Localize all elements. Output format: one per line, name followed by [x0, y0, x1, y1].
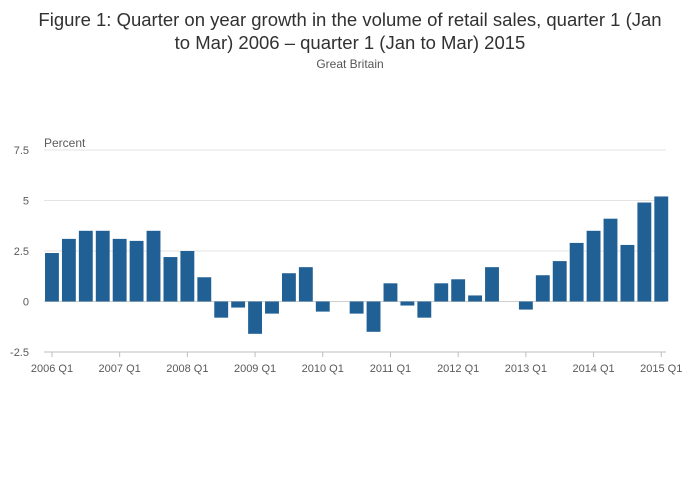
- bars: [45, 196, 669, 334]
- x-tick-label: 2012 Q1: [437, 363, 479, 375]
- chart-subtitle: Great Britain: [316, 57, 384, 71]
- bar: [569, 242, 584, 302]
- y-tick-label: 7.5: [14, 145, 29, 157]
- bar: [45, 253, 59, 302]
- bar: [654, 196, 669, 302]
- bar: [315, 301, 330, 312]
- x-tick-label: 2009 Q1: [234, 363, 276, 375]
- bar: [485, 267, 499, 302]
- bar: [61, 238, 76, 302]
- axes: -2.5 0 2.5 5 7.5 2006 Q1 2007 Q1 2008 Q1 2009 Q1…: [10, 145, 682, 375]
- bar: [112, 238, 127, 302]
- bar: [400, 301, 415, 306]
- x-tick-label: 2014 Q1: [572, 363, 614, 375]
- bar: [231, 301, 246, 308]
- bar: [298, 267, 313, 302]
- bar: [248, 301, 263, 334]
- bar: [78, 230, 93, 302]
- bar: [366, 301, 381, 332]
- x-tick-label: 2011 Q1: [370, 363, 411, 375]
- bar: [281, 273, 296, 302]
- y-tick-label: 2.5: [14, 246, 29, 258]
- y-axis-label: Percent: [44, 136, 86, 150]
- bar: [518, 301, 533, 310]
- bar: [468, 295, 483, 302]
- bar: [197, 277, 212, 302]
- bar: [146, 230, 161, 302]
- bar: [214, 301, 229, 318]
- bar: [637, 202, 652, 302]
- bar: [603, 218, 618, 302]
- y-tick-label: 0: [23, 297, 29, 309]
- bar: [95, 230, 110, 302]
- bar: [620, 244, 635, 302]
- y-tick-label: 5: [23, 196, 29, 208]
- bar: [417, 301, 432, 318]
- x-tick-label: 2010 Q1: [302, 363, 344, 375]
- bar: [586, 230, 601, 302]
- bar: [451, 279, 466, 302]
- x-tick-label: 2008 Q1: [166, 363, 208, 375]
- chart-title-line-1: Figure 1: Quarter on year growth in the …: [38, 9, 662, 30]
- chart-title: Figure 1: Quarter on year growth in the …: [0, 8, 700, 54]
- x-tick-label: 2013 Q1: [505, 363, 547, 375]
- bar: [383, 283, 398, 302]
- chart-title-line-2: to Mar) 2006 – quarter 1 (Jan to Mar) 20…: [174, 32, 526, 53]
- bar: [434, 283, 449, 302]
- y-tick-label: -2.5: [10, 347, 29, 359]
- x-tick-label: 2015 Q1: [640, 363, 682, 375]
- x-tick-label: 2007 Q1: [99, 363, 141, 375]
- bar: [180, 251, 195, 302]
- bar: [349, 301, 364, 314]
- x-tick-label: 2006 Q1: [31, 363, 73, 375]
- bar: [265, 301, 279, 314]
- bar: [535, 275, 550, 302]
- bar: [552, 261, 567, 302]
- bar: [129, 240, 144, 302]
- bar: [163, 257, 178, 302]
